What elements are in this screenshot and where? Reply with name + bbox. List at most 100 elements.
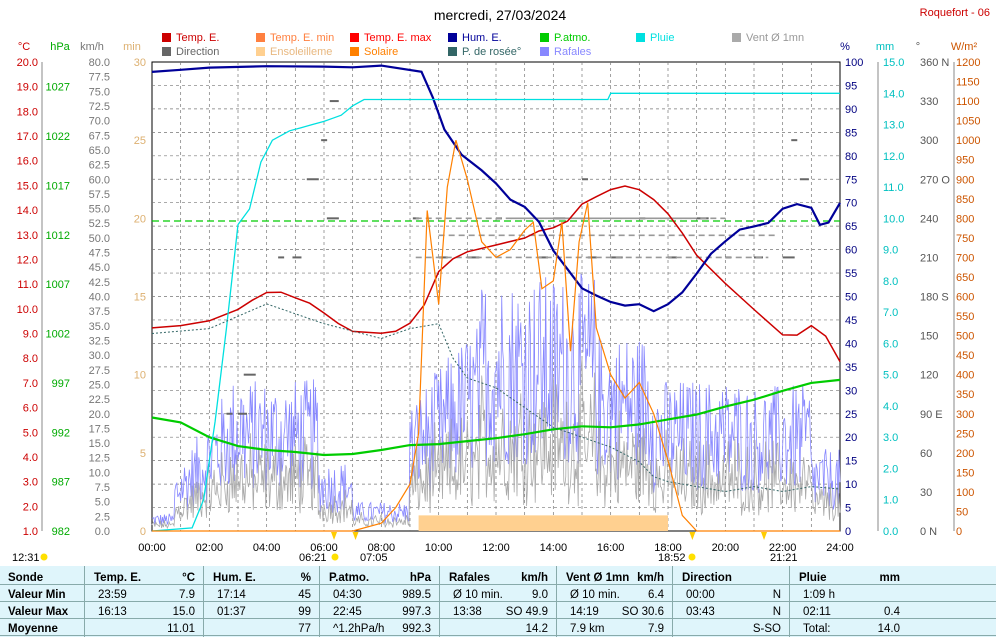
axis-solar-tick: 900 [956,174,974,186]
legend-label: Temp. E. max [364,32,432,44]
axis-patm-tick: 992 [52,427,70,439]
legend-label: P. de rosée° [462,46,521,58]
table-col-divider [84,566,85,637]
x-tick-label: 14:00 [540,542,568,554]
x-tick-label: 20:00 [712,542,740,554]
cell-time-c8: 1:09 h [803,589,835,601]
axis-dir-tick: 300 [920,135,938,147]
legend-swatch [350,33,359,42]
axis-solar-tick: 600 [956,292,974,304]
axis-wind-tick: 42.5 [89,277,110,289]
series-line-solaire [152,140,840,532]
axis-hum-tick: 60 [845,245,857,257]
axis-rain-tick: 9.0 [883,245,898,257]
axis-wind-tick: 25.0 [89,379,110,391]
axis-solar-tick: 300 [956,409,974,421]
axis-wind-tick: 5.0 [95,497,110,509]
cell-value-c7: S-SO [752,623,781,635]
legend-swatch [540,47,549,56]
axis-solar-tick: 250 [956,428,974,440]
cell-time-c4: 04:30 [333,589,362,601]
axis-sun-tick: 20 [134,213,146,225]
axis-wind-tick: 60.0 [89,174,110,186]
axis-temp-tick: 20.0 [17,57,38,69]
axis-patm-tick: 982 [52,526,70,538]
axis-rain-tick: 0.0 [883,526,898,538]
table-row-divider [0,635,996,636]
axis-sun-tick: 10 [134,370,146,382]
axis-temp-tick: 18.0 [17,106,38,118]
sunshine-band [418,515,668,531]
axis-rain-tick: 6.0 [883,338,898,350]
axis-dir-tick: 120 [920,370,938,382]
legend-swatch [732,33,741,42]
axis-hum-tick: 0 [845,526,851,538]
x-tick-label: 04:00 [253,542,281,554]
cell-value-c5: 14.2 [525,623,548,635]
unit-label: ° [916,41,920,53]
unit-label: % [840,41,850,53]
cell-time-c2: 16:13 [98,606,127,618]
axis-rain-tick: 13.0 [883,120,904,132]
x-tick-label: 12:00 [482,542,510,554]
cell-time-c7: 03:43 [686,606,715,618]
axis-hum-tick: 95 [845,80,857,92]
cell-time-c2: 23:59 [98,589,127,601]
sunrise-alt-label: 07:05 [360,552,388,564]
axis-dir-tick: 180 S [920,292,949,304]
header-unit-c5: km/h [521,572,548,584]
table-col-divider [789,566,790,637]
axis-hum-tick: 10 [845,479,857,491]
axis-temp-tick: 14.0 [17,205,38,217]
axis-solar-tick: 550 [956,311,974,323]
table-col-divider [556,566,557,637]
axis-rain-tick: 5.0 [883,370,898,382]
axis-temp-tick: 11.0 [17,279,38,291]
axis-hum-tick: 90 [845,104,857,116]
cell-time-c5: Ø 10 min. [453,589,503,601]
axis-sun-tick: 5 [140,448,146,460]
x-tick-label: 10:00 [425,542,453,554]
unit-label: W/m² [951,41,978,53]
sun-event-marker [689,532,696,540]
axis-solar-tick: 1100 [956,96,980,108]
axis-solar-tick: 200 [956,448,974,460]
table-col-divider [203,566,204,637]
axis-hum-tick: 65 [845,221,857,233]
cell-time-c8: Total: [803,623,831,635]
cell-time-c3: 01:37 [217,606,246,618]
axis-temp-tick: 17.0 [17,131,38,143]
axis-temp-tick: 13.0 [17,230,38,242]
axis-rain-tick: 8.0 [883,276,898,288]
axis-wind-tick: 50.0 [89,233,110,245]
legend-label: Ensoleilleme [270,46,332,58]
axis-temp-tick: 12.0 [17,254,38,266]
legend-swatch [448,33,457,42]
cell-value-c3: 77 [298,623,311,635]
axis-hum-tick: 30 [845,385,857,397]
axis-wind-tick: 20.0 [89,409,110,421]
axis-sun-tick: 0 [140,526,146,538]
rafales-line [151,273,841,526]
axis-wind-tick: 35.0 [89,321,110,333]
x-tick-label: 16:00 [597,542,625,554]
axis-hum-tick: 20 [845,432,857,444]
cell-time-c4: ^1.2hPa/h [333,623,385,635]
axis-rain-tick: 11.0 [883,182,904,194]
axis-wind-tick: 17.5 [89,423,110,435]
axis-solar-tick: 950 [956,155,974,167]
cell-value-c6: 6.4 [648,589,664,601]
cell-value-c4: 992.3 [402,623,431,635]
axis-solar-tick: 500 [956,331,974,343]
axis-dir-tick: 240 [920,213,938,225]
axis-wind-tick: 0.0 [95,526,110,538]
series-line-pluie [151,92,840,532]
legend-swatch [636,33,645,42]
axis-patm-tick: 1007 [46,279,70,291]
cell-value-c6: SO 30.6 [621,606,664,618]
legend-label: Temp. E. min [270,32,334,44]
axis-rain-tick: 7.0 [883,307,898,319]
row-label: Valeur Max [8,606,69,618]
axis-wind-tick: 57.5 [89,189,110,201]
axis-patm-tick: 1027 [46,82,70,94]
